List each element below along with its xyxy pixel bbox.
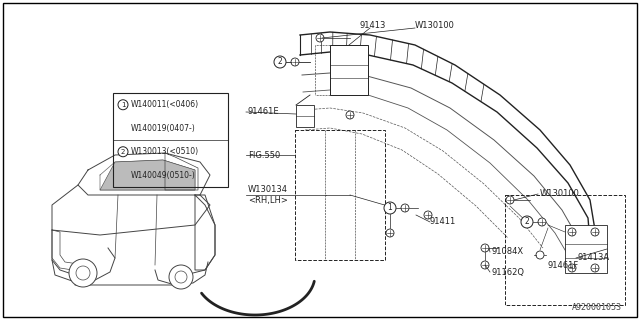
Circle shape — [291, 58, 299, 66]
Text: 91084X: 91084X — [492, 247, 524, 257]
Circle shape — [118, 147, 128, 157]
Text: W130100: W130100 — [415, 21, 455, 30]
Bar — [565, 225, 607, 273]
Circle shape — [401, 204, 409, 212]
Circle shape — [536, 251, 544, 259]
Text: W130100: W130100 — [540, 189, 580, 198]
Text: A920001053: A920001053 — [572, 303, 622, 312]
Circle shape — [538, 218, 546, 226]
Circle shape — [384, 202, 396, 214]
Text: 2: 2 — [278, 58, 282, 67]
Bar — [296, 105, 314, 127]
Circle shape — [481, 244, 489, 252]
Circle shape — [76, 266, 90, 280]
Circle shape — [481, 261, 489, 269]
Text: 2: 2 — [121, 149, 125, 155]
Text: W140049(0510-): W140049(0510-) — [131, 171, 196, 180]
Text: 1: 1 — [121, 102, 125, 108]
Circle shape — [521, 216, 533, 228]
Text: 91461F: 91461F — [548, 260, 579, 269]
Circle shape — [346, 111, 354, 119]
Circle shape — [118, 100, 128, 110]
Circle shape — [386, 229, 394, 237]
Text: 1: 1 — [388, 204, 392, 212]
Circle shape — [568, 264, 576, 272]
Text: 91413: 91413 — [360, 21, 387, 30]
Text: W130013(<0510): W130013(<0510) — [131, 147, 199, 156]
Circle shape — [506, 196, 514, 204]
Text: 91413A: 91413A — [578, 253, 610, 262]
Circle shape — [175, 271, 187, 283]
Circle shape — [424, 211, 432, 219]
Circle shape — [568, 228, 576, 236]
Circle shape — [316, 34, 324, 42]
Circle shape — [591, 264, 599, 272]
Circle shape — [169, 265, 193, 289]
Text: 91461E: 91461E — [248, 108, 280, 116]
Circle shape — [274, 56, 286, 68]
Circle shape — [591, 228, 599, 236]
Text: W140011(<0406): W140011(<0406) — [131, 100, 199, 109]
Text: 2: 2 — [525, 218, 529, 227]
Text: W140019(0407-): W140019(0407-) — [131, 124, 196, 133]
Text: 91411: 91411 — [430, 218, 456, 227]
Circle shape — [69, 259, 97, 287]
Bar — [330, 45, 368, 95]
Text: 91162Q: 91162Q — [492, 268, 525, 276]
Text: W130134: W130134 — [248, 186, 288, 195]
Text: FIG.550: FIG.550 — [248, 150, 280, 159]
Polygon shape — [100, 160, 195, 190]
Text: <RH,LH>: <RH,LH> — [248, 196, 288, 204]
